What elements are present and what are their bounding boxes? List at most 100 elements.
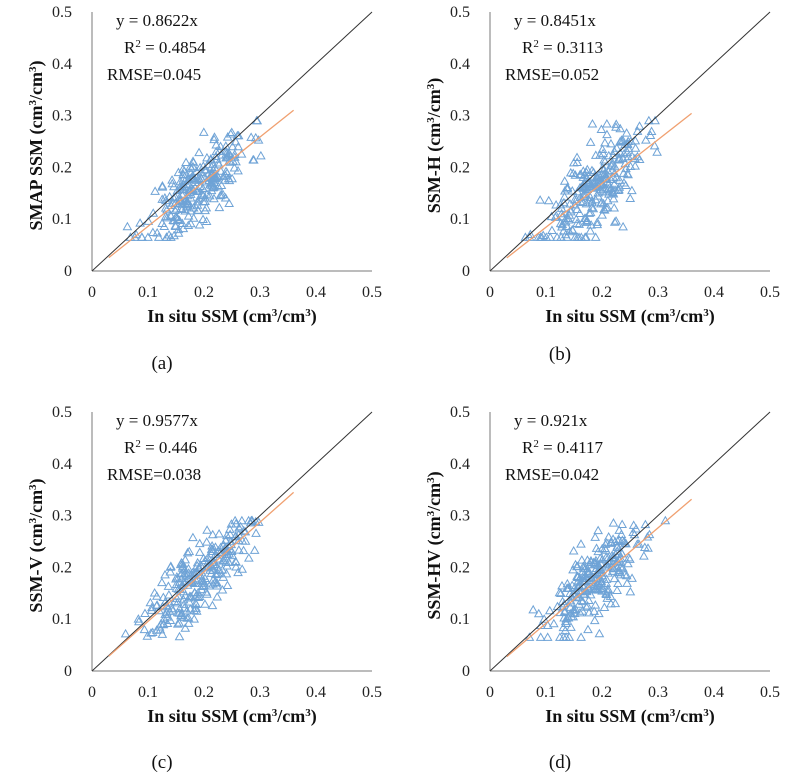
data-point [568, 545, 579, 555]
data-point [585, 225, 596, 235]
data-point [178, 169, 189, 178]
data-point [587, 118, 598, 128]
data-point [584, 607, 594, 617]
data-point [200, 205, 210, 215]
data-point [148, 208, 159, 217]
data-point [215, 141, 226, 151]
data-point [564, 632, 575, 641]
data-point [210, 162, 220, 172]
data-point [582, 164, 593, 174]
data-point [572, 157, 583, 166]
panel-label: (a) [151, 353, 172, 374]
data-point [634, 121, 645, 130]
data-point [157, 218, 168, 228]
data-point [581, 232, 591, 241]
data-point [555, 632, 565, 641]
data-point [206, 548, 217, 558]
data-point [201, 216, 212, 225]
data-point [555, 218, 566, 228]
data-point [639, 551, 649, 560]
x-tick-label: 0.3 [250, 684, 270, 701]
data-point [568, 564, 578, 574]
data-point [621, 570, 632, 580]
data-point [230, 515, 240, 525]
data-point [227, 141, 238, 151]
data-point [214, 564, 225, 574]
data-point [202, 525, 212, 534]
data-point [577, 197, 588, 206]
data-point [235, 521, 246, 531]
data-point [157, 180, 168, 190]
data-point [176, 203, 186, 213]
data-point [218, 555, 228, 564]
data-point [162, 600, 172, 610]
data-point [162, 212, 172, 222]
data-point [562, 221, 572, 230]
data-point [201, 537, 212, 546]
data-point [597, 584, 608, 593]
data-point [559, 197, 569, 207]
data-point [630, 153, 640, 163]
data-point [196, 584, 207, 594]
data-point [612, 542, 622, 551]
data-point [558, 225, 569, 235]
data-point [595, 150, 605, 159]
data-point [192, 557, 203, 567]
data-point [247, 515, 258, 525]
fit-line [506, 112, 693, 259]
data-point [576, 232, 587, 241]
data-point [192, 573, 203, 583]
data-point [172, 619, 183, 628]
data-point [590, 232, 601, 241]
data-point [233, 141, 244, 151]
data-point [168, 181, 179, 191]
data-point [194, 538, 205, 548]
data-point [596, 124, 607, 134]
data-point [631, 523, 641, 533]
data-point [201, 587, 212, 596]
data-point [601, 574, 612, 583]
data-point [211, 569, 222, 578]
data-point [165, 567, 176, 576]
data-point [207, 565, 218, 574]
data-point [233, 529, 244, 539]
data-point [192, 205, 203, 214]
data-point [594, 568, 605, 577]
data-point [211, 151, 221, 161]
panel-label: (b) [549, 344, 571, 365]
y-axis-title: SSM-V (cm3/cm3) [26, 478, 47, 612]
data-point [156, 618, 166, 628]
data-point [557, 219, 568, 229]
data-point [209, 171, 220, 181]
data-point [225, 529, 236, 538]
data-point [218, 540, 229, 549]
data-point [601, 552, 611, 561]
identity-line [91, 411, 373, 672]
data-point [587, 195, 597, 205]
data-point [183, 220, 194, 230]
data-point [215, 547, 226, 557]
data-point [214, 529, 224, 538]
data-point [556, 588, 566, 597]
scatter-panel-4: 0 0.1 0.2 0.3 0.4 0.5 0 0.1 0.2 0.3 0.4 0.5 y = 0.92… [424, 404, 780, 773]
data-point [226, 546, 237, 556]
y-tick-label: 0 [462, 263, 470, 280]
rmse-label: RMSE=0.052 [505, 65, 599, 84]
data-point [208, 575, 218, 584]
data-point [621, 163, 631, 173]
data-point [170, 220, 181, 230]
data-point [219, 543, 230, 552]
data-point [623, 143, 634, 152]
data-point [593, 569, 603, 578]
data-point [180, 554, 191, 564]
data-point [606, 562, 617, 571]
data-point [595, 564, 606, 573]
data-point [220, 170, 231, 179]
data-point [556, 232, 567, 241]
data-point [568, 168, 579, 177]
data-point [191, 589, 202, 599]
r2-label: R2 = 0.4117 [522, 438, 604, 457]
data-point [606, 598, 616, 608]
data-point [619, 148, 629, 158]
data-point [603, 184, 614, 193]
